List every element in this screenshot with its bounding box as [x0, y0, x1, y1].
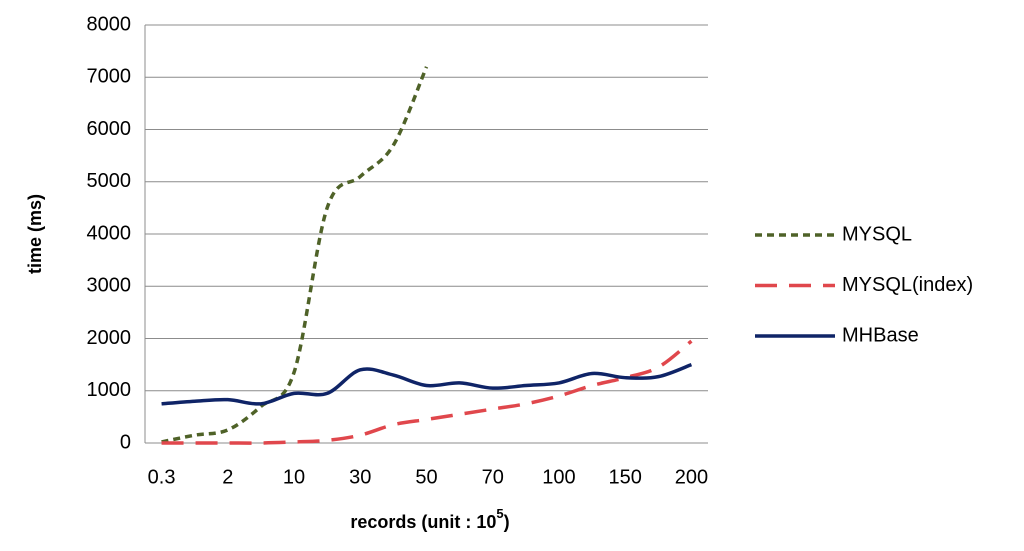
x-tick-label: 2 [222, 466, 233, 488]
y-tick-label: 0 [120, 431, 131, 453]
x-tick-label: 50 [415, 466, 437, 488]
x-tick-label: 200 [675, 466, 708, 488]
x-tick-label: 150 [609, 466, 642, 488]
x-tick-label: 0.3 [148, 466, 176, 488]
x-tick-label: 10 [283, 466, 305, 488]
y-tick-label: 8000 [87, 13, 132, 35]
y-tick-label: 6000 [87, 118, 132, 140]
legend-label: MYSQL [842, 223, 912, 245]
y-tick-label: 7000 [87, 66, 132, 88]
series-line [161, 339, 693, 445]
y-tick-label: 4000 [87, 222, 132, 244]
y-tick-label: 3000 [87, 275, 132, 297]
y-axis-title: time (ms) [25, 194, 45, 274]
y-tick-label: 1000 [87, 379, 132, 401]
legend-label: MHBase [842, 324, 919, 346]
x-axis-title-text: records (unit : 10 [350, 512, 496, 532]
series-line [161, 66, 429, 444]
x-tick-label: 70 [482, 466, 504, 488]
x-axis-title-close: ) [504, 512, 510, 532]
legend-label: MYSQL(index) [842, 274, 973, 296]
series-line [161, 362, 693, 406]
x-axis-title-exponent: 5 [496, 506, 503, 521]
x-tick-label: 30 [349, 466, 371, 488]
x-tick-label: 100 [542, 466, 575, 488]
y-tick-label: 5000 [87, 170, 132, 192]
x-axis-title: records (unit : 105) [350, 506, 509, 531]
y-tick-label: 2000 [87, 327, 132, 349]
